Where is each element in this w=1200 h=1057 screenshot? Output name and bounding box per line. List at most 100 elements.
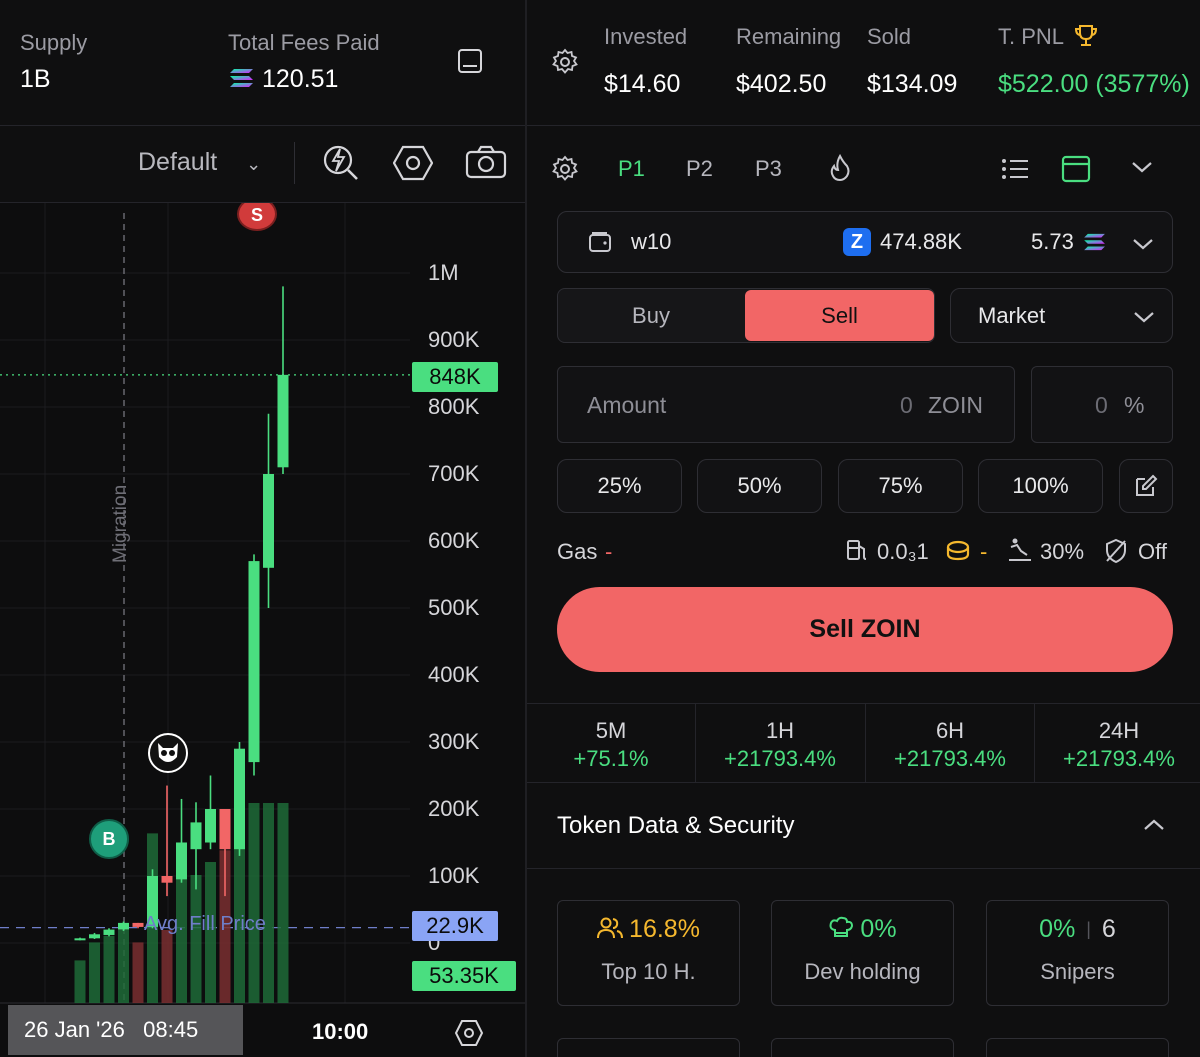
y-axis-label: 900K [428,327,480,352]
chart-settings-icon[interactable] [454,1019,484,1047]
panel-gear-icon[interactable] [551,155,579,183]
volume-bar [205,862,216,1003]
y-axis-label: 500K [428,595,480,620]
chevron-up-icon[interactable] [1143,818,1165,832]
chart-canvas [0,203,525,1004]
timeframe-1h[interactable]: 1H +21793.4% [696,718,864,772]
candle-body [89,934,100,939]
chef-hat-icon [828,916,854,940]
timeframe-6h[interactable]: 6H +21793.4% [866,718,1034,772]
users-icon [597,916,624,940]
slippage-icon [1007,537,1033,563]
snipers-label: Snipers [1040,959,1115,984]
timeframe-24h[interactable]: 24H +21793.4% [1035,718,1200,772]
panel-toggle-icon[interactable] [457,48,483,74]
price-chart[interactable]: 1M 900K 800K 700K 600K 500K 400K 300K 200K 100K 0 … [0,203,525,1057]
owl-marker-icon[interactable] [148,733,188,773]
camera-icon[interactable] [465,145,507,179]
volume-bar [263,803,274,1003]
tab-p1[interactable]: P1 [618,156,645,181]
gear-icon[interactable] [551,48,579,76]
quick-25-button[interactable]: 25% [557,459,682,513]
y-axis-label: 700K [428,461,480,486]
order-type-label: Market [978,303,1046,328]
dev-value-row: 0% [772,915,953,944]
layout-select[interactable]: Default ⌄ [138,148,261,177]
snipers-card[interactable]: 0% | 6 Snipers [986,900,1169,1006]
timeframe-label: 1H [765,718,795,743]
percent-input[interactable]: 0 % [1031,366,1173,443]
fees-value: 120.51 [262,65,339,93]
quick-100-button[interactable]: 100% [978,459,1103,513]
tab-p3[interactable]: P3 [755,156,782,181]
buy-tab[interactable]: Buy [632,303,670,328]
stat-card-partial[interactable] [986,1038,1169,1057]
timeframe-5m[interactable]: 5M +75.1% [527,718,695,772]
percent-value: 0 [1095,392,1108,418]
snipers-value-row: 0% | 6 [987,915,1168,944]
amount-input[interactable]: Amount 0 ZOIN [557,366,1015,443]
priority-fee[interactable]: 0.0₃1 [877,539,929,564]
timeframe-change: +21793.4% [724,746,836,771]
gas-label: Gas [557,539,598,564]
sold-label: Sold [867,24,912,49]
edit-presets-button[interactable] [1119,459,1173,513]
order-type-select[interactable]: Market [950,288,1173,343]
collapse-chevron-icon[interactable] [1131,160,1153,174]
tab-p2[interactable]: P2 [686,156,713,181]
volume-bar [190,875,202,1003]
timeframe-label: 24H [1098,718,1140,743]
snipers-count: 6 [1101,915,1116,943]
y-axis-label: 300K [428,729,480,754]
pnl-label: T. PNL [998,24,1065,49]
pnl-value: $522.00 (3577%) [998,70,1190,98]
settings-hex-icon[interactable] [393,144,433,182]
volume-bar [161,930,173,1003]
volume-bar [248,803,260,1003]
wallet-select[interactable]: w10 Z 474.88K 5.73 [557,211,1173,273]
wallet-token-balance: 474.88K [880,229,962,254]
lightning-search-icon[interactable] [322,142,360,182]
invested-label: Invested [604,24,688,49]
y-axis-label: 100K [428,863,480,888]
sell-tab[interactable]: Sell [745,290,934,341]
mev-shield-icon [1104,538,1128,564]
panel-divider [525,0,527,1057]
tf-divider [1034,704,1035,782]
supply-label: Supply [20,30,88,55]
fire-icon[interactable] [829,154,851,182]
dev-holding-card[interactable]: 0% Dev holding [771,900,954,1006]
sell-marker[interactable]: S [237,203,277,231]
mev-value[interactable]: Off [1138,539,1167,564]
stat-card-partial[interactable] [771,1038,954,1057]
buy-marker[interactable]: B [89,819,129,859]
gas-value: - [605,539,613,564]
slippage-value[interactable]: 30% [1040,539,1085,564]
candle-body [277,374,289,468]
tf-divider [865,704,866,782]
window-icon[interactable] [1061,155,1091,183]
quick-75-button[interactable]: 75% [838,459,963,513]
sell-submit-button[interactable]: Sell ZOIN [557,587,1173,672]
timeframe-change: +21793.4% [1063,746,1175,771]
candle-body [103,929,115,935]
remaining-label: Remaining [736,24,842,49]
separator: | [1086,919,1091,939]
wallet-icon [588,230,612,254]
volume-bar [74,960,86,1003]
remaining-value: $402.50 [736,70,827,98]
stat-card-partial[interactable] [557,1038,740,1057]
timeframe-change: +21793.4% [894,746,1006,771]
quick-50-button[interactable]: 50% [697,459,822,513]
coin-icon [945,540,971,562]
trophy-icon [1073,23,1099,49]
tip-value[interactable]: - [980,539,988,564]
avg-fill-label: Avg. Fill Price [144,913,266,935]
y-axis-label: 200K [428,796,480,821]
candle-body [219,809,231,850]
list-icon[interactable] [1001,157,1029,181]
top10-card[interactable]: 16.8% Top 10 H. [557,900,740,1006]
amount-unit: ZOIN [928,392,983,418]
fuel-icon [845,538,869,562]
solana-icon [230,68,254,88]
